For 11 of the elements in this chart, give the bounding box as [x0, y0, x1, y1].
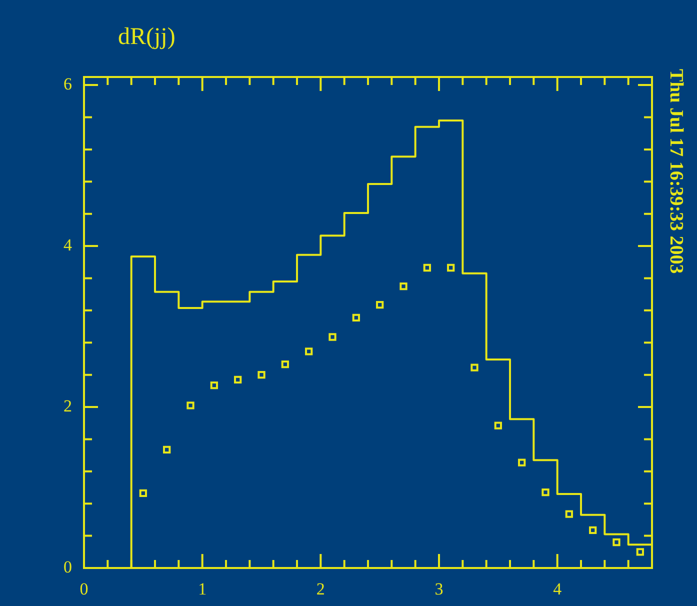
- text: Thu Jul 17 16:39:33 2003: [666, 69, 687, 274]
- y-tick-label: 0: [64, 557, 72, 576]
- y-tick-label: 4: [64, 236, 72, 254]
- y-tick-label: 2: [64, 396, 72, 416]
- x-tick-label: 2: [316, 580, 325, 599]
- x-tick-label: 4: [553, 580, 562, 599]
- chart-title: dR(jj): [118, 24, 176, 50]
- x-tick-label: 3: [434, 580, 444, 599]
- y-tick-label: 6: [64, 74, 72, 94]
- x-tick-label: 0: [80, 580, 88, 599]
- x-tick-label: 1: [198, 580, 207, 599]
